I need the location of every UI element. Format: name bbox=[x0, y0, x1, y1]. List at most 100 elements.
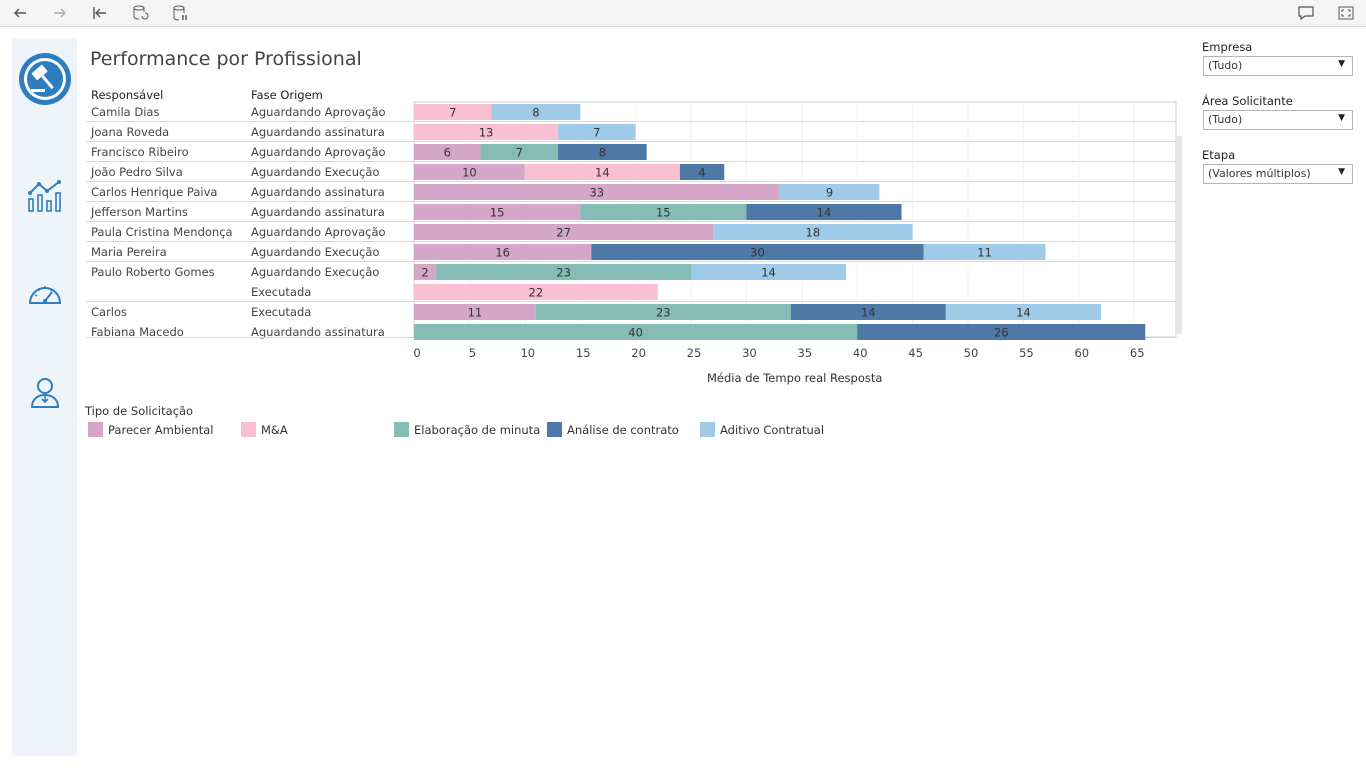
bar-value-label: 7 bbox=[593, 126, 600, 140]
fullscreen-icon[interactable] bbox=[1335, 3, 1357, 23]
bar-segment-elaboracao-de-minuta[interactable] bbox=[535, 304, 791, 320]
filter-label-etapa: Etapa bbox=[1202, 148, 1236, 162]
row-responsavel: Carlos bbox=[91, 305, 128, 319]
arrow-left-icon[interactable] bbox=[9, 3, 31, 23]
bar-segment-aditivo-contratual[interactable] bbox=[945, 304, 1101, 320]
bar-segment-parecer-ambiental[interactable] bbox=[414, 244, 592, 260]
legend-swatch bbox=[241, 422, 256, 437]
row-responsavel: Joana Roveda bbox=[91, 125, 170, 139]
legend-title: Tipo de Solicitação bbox=[85, 404, 194, 418]
chevron-down-icon: ▼ bbox=[1338, 59, 1345, 69]
bar-segment-elaboracao-de-minuta[interactable] bbox=[580, 204, 747, 220]
legend-swatch bbox=[394, 422, 409, 437]
bar-value-label: 10 bbox=[462, 166, 477, 180]
row-responsavel: Paula Cristina Mendonça bbox=[91, 225, 233, 239]
bar-segment-analise-de-contrato[interactable] bbox=[746, 204, 902, 220]
comment-icon[interactable] bbox=[1295, 3, 1317, 23]
bar-segment-elaboracao-de-minuta[interactable] bbox=[436, 264, 691, 280]
bar-value-label: 27 bbox=[556, 226, 571, 240]
area-value: (Tudo) bbox=[1208, 113, 1243, 126]
row-fase: Aguardando Aprovação bbox=[251, 105, 386, 119]
x-tick-label: 40 bbox=[853, 346, 868, 360]
row-divider bbox=[86, 301, 1176, 302]
bar-segment-parecer-ambiental[interactable] bbox=[414, 204, 581, 220]
legend-item-elaboracao-minuta[interactable]: Elaboração de minuta bbox=[394, 422, 540, 437]
gauge-icon[interactable] bbox=[12, 279, 77, 307]
legend-item-analise-contrato[interactable]: Análise de contrato bbox=[547, 422, 679, 437]
legend-item-ma[interactable]: M&A bbox=[241, 422, 288, 437]
row-responsavel: Jefferson Martins bbox=[91, 205, 188, 219]
area-solicitante-dropdown[interactable]: (Tudo) ▼ bbox=[1203, 110, 1353, 130]
row-divider bbox=[86, 241, 1176, 242]
filter-label-empresa: Empresa bbox=[1202, 40, 1253, 54]
empresa-value: (Tudo) bbox=[1208, 59, 1243, 72]
bar-value-label: 14 bbox=[817, 206, 832, 220]
row-responsavel: Francisco Ribeiro bbox=[91, 145, 189, 159]
bar-value-label: 11 bbox=[468, 306, 483, 320]
bar-segment-m-a[interactable] bbox=[414, 284, 658, 300]
toolbar bbox=[0, 0, 1366, 27]
bar-value-label: 22 bbox=[529, 286, 544, 300]
row-divider bbox=[86, 221, 1176, 222]
bar-segment-m-a[interactable] bbox=[524, 164, 680, 180]
x-tick-label: 50 bbox=[964, 346, 979, 360]
legend-item-aditivo-contratual[interactable]: Aditivo Contratual bbox=[700, 422, 824, 437]
bar-segment-aditivo-contratual[interactable] bbox=[491, 104, 581, 120]
bar-segment-analise-de-contrato[interactable] bbox=[790, 304, 946, 320]
column-header-responsavel: Responsável bbox=[91, 88, 164, 102]
bar-line-chart-icon[interactable] bbox=[12, 179, 77, 213]
bar-segment-analise-de-contrato[interactable] bbox=[558, 144, 647, 160]
bar-segment-parecer-ambiental[interactable] bbox=[414, 164, 525, 180]
revert-to-start-icon[interactable] bbox=[89, 3, 111, 23]
legend-swatch bbox=[547, 422, 562, 437]
row-responsavel: Maria Pereira bbox=[91, 245, 167, 259]
bar-value-label: 4 bbox=[698, 166, 705, 180]
x-tick-label: 45 bbox=[908, 346, 923, 360]
arrow-right-icon[interactable] bbox=[49, 3, 71, 23]
chart-scrollbar[interactable] bbox=[1176, 136, 1182, 334]
row-divider bbox=[86, 161, 1176, 162]
pause-updates-icon[interactable] bbox=[169, 3, 191, 23]
bar-segment-elaboracao-de-minuta[interactable] bbox=[414, 324, 858, 340]
bar-segment-analise-de-contrato[interactable] bbox=[591, 244, 924, 260]
bar-segment-aditivo-contratual[interactable] bbox=[923, 244, 1046, 260]
bar-segment-analise-de-contrato[interactable] bbox=[679, 164, 725, 180]
column-header-fase-origem: Fase Origem bbox=[251, 88, 323, 102]
page-title: Performance por Profissional bbox=[90, 48, 362, 70]
bar-segment-parecer-ambiental[interactable] bbox=[414, 184, 780, 200]
person-icon[interactable] bbox=[12, 377, 77, 409]
row-fase: Aguardando Execução bbox=[251, 265, 380, 279]
x-tick-label: 10 bbox=[520, 346, 535, 360]
legend-label: Elaboração de minuta bbox=[414, 422, 541, 437]
bar-segment-m-a[interactable] bbox=[414, 104, 492, 120]
bar-segment-aditivo-contratual[interactable] bbox=[558, 124, 636, 140]
empresa-dropdown[interactable]: (Tudo) ▼ bbox=[1203, 56, 1353, 76]
bar-value-label: 7 bbox=[449, 106, 456, 120]
bar-value-label: 13 bbox=[479, 126, 494, 140]
bar-segment-aditivo-contratual[interactable] bbox=[713, 224, 913, 240]
x-tick-label: 55 bbox=[1019, 346, 1034, 360]
row-fase: Aguardando Aprovação bbox=[251, 225, 386, 239]
row-divider bbox=[86, 201, 1176, 202]
row-fase: Aguardando assinatura bbox=[251, 205, 385, 219]
stacked-bar-chart[interactable]: 0 5 10 15 20 25 30 35 40 45 50 55 60 65 7 8 13 7 6 7 8 10 14 4 3… bbox=[0, 0, 1366, 400]
row-responsavel: Fabiana Macedo bbox=[91, 325, 184, 339]
refresh-data-icon[interactable] bbox=[129, 3, 151, 23]
bar-segment-elaboracao-de-minuta[interactable] bbox=[480, 144, 559, 160]
bar-segment-m-a[interactable] bbox=[414, 124, 559, 140]
row-responsavel: Paulo Roberto Gomes bbox=[91, 265, 215, 279]
bar-value-label: 40 bbox=[628, 326, 643, 340]
bar-segment-parecer-ambiental[interactable] bbox=[414, 224, 714, 240]
legend-item-parecer-ambiental[interactable]: Parecer Ambiental bbox=[88, 422, 213, 437]
bar-segment-aditivo-contratual[interactable] bbox=[779, 184, 880, 200]
bar-segment-parecer-ambiental[interactable] bbox=[414, 144, 481, 160]
bar-segment-parecer-ambiental[interactable] bbox=[414, 264, 437, 280]
etapa-dropdown[interactable]: (Valores múltiplos) ▼ bbox=[1203, 164, 1353, 184]
row-divider bbox=[86, 141, 1176, 142]
legend-label: Aditivo Contratual bbox=[720, 422, 825, 437]
x-tick-label: 60 bbox=[1074, 346, 1089, 360]
bar-segment-analise-de-contrato[interactable] bbox=[857, 324, 1146, 340]
bar-segment-aditivo-contratual[interactable] bbox=[691, 264, 847, 280]
gavel-logo-icon[interactable] bbox=[12, 51, 77, 107]
bar-segment-parecer-ambiental[interactable] bbox=[414, 304, 536, 320]
